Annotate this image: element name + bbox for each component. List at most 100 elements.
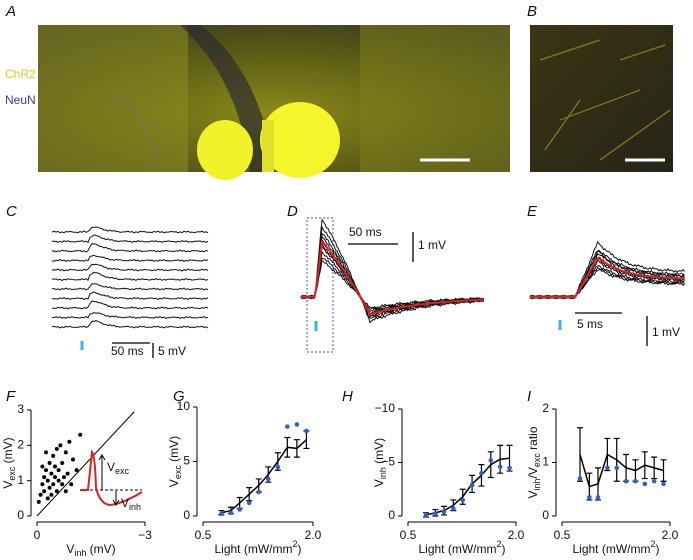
label-part: inh bbox=[378, 467, 388, 479]
point bbox=[49, 492, 54, 497]
trace bbox=[51, 226, 209, 234]
mean-line bbox=[425, 457, 510, 516]
y-tick-label: 0 bbox=[183, 508, 190, 522]
point bbox=[44, 450, 48, 455]
point bbox=[633, 478, 638, 484]
axis-label: Vexc (mV) bbox=[1, 437, 17, 488]
y-tick-label: 0 bbox=[542, 508, 549, 522]
panel-letter: C bbox=[6, 203, 17, 220]
label-part: V bbox=[66, 542, 74, 556]
point bbox=[451, 506, 456, 511]
y-tick-label: 0 bbox=[17, 508, 24, 522]
label-part: Light (mW/mm bbox=[418, 542, 496, 556]
micrograph-a bbox=[38, 25, 510, 180]
point bbox=[58, 443, 63, 448]
point bbox=[237, 507, 242, 512]
micrograph-b bbox=[530, 25, 673, 172]
label-part: V bbox=[167, 479, 181, 487]
point bbox=[460, 497, 466, 503]
mean-line bbox=[221, 439, 307, 514]
panel-letter: B bbox=[527, 3, 537, 20]
label-part: exc bbox=[7, 466, 17, 481]
scale-bars bbox=[112, 232, 648, 358]
point bbox=[507, 465, 512, 471]
trace bbox=[51, 254, 209, 263]
scale-label: 50 ms bbox=[349, 225, 382, 239]
y-tick-label: 10 bbox=[177, 399, 191, 413]
trace bbox=[529, 253, 685, 300]
point bbox=[256, 489, 262, 495]
inset-arrow bbox=[112, 491, 120, 506]
axis-label: Vinh (mV) bbox=[372, 438, 388, 487]
label-part: ) bbox=[502, 542, 506, 556]
panel-letter: H bbox=[342, 388, 353, 405]
point bbox=[294, 422, 300, 427]
label-part: 2 bbox=[292, 539, 297, 549]
point bbox=[285, 424, 290, 429]
scale-label: 1 mV bbox=[652, 325, 680, 339]
point bbox=[219, 511, 224, 517]
point bbox=[65, 471, 70, 476]
point bbox=[56, 468, 61, 473]
point bbox=[265, 476, 271, 482]
point bbox=[54, 489, 59, 494]
image-label: ChR2 bbox=[5, 67, 36, 81]
label-part: (mV) bbox=[1, 437, 15, 466]
error-bar bbox=[246, 487, 253, 502]
point bbox=[497, 464, 503, 470]
trace bbox=[51, 311, 209, 319]
point bbox=[587, 494, 592, 500]
y-tick-label: 5 bbox=[183, 454, 190, 468]
point bbox=[469, 482, 475, 488]
error-bar bbox=[293, 439, 300, 458]
point bbox=[45, 496, 50, 501]
label-part: 2 bbox=[496, 539, 501, 549]
trace bbox=[529, 266, 685, 300]
point bbox=[36, 499, 41, 504]
y-tick-label: 2 bbox=[17, 438, 24, 452]
panel-letter: I bbox=[527, 388, 531, 405]
point bbox=[54, 446, 59, 451]
point bbox=[488, 458, 494, 463]
point bbox=[42, 489, 47, 494]
y-tick-label: 1 bbox=[17, 473, 24, 487]
axis-label: Light (mW/mm2) bbox=[214, 539, 301, 556]
point bbox=[623, 478, 629, 484]
point bbox=[74, 468, 79, 473]
traces bbox=[51, 218, 685, 329]
trace bbox=[300, 225, 485, 319]
label-part: ratio bbox=[526, 426, 540, 453]
error-bar bbox=[284, 436, 291, 458]
error-bar bbox=[641, 451, 648, 480]
x-tick-label: 2.0 bbox=[662, 528, 679, 542]
point bbox=[642, 481, 648, 487]
y-tick-label: 2 bbox=[542, 401, 549, 415]
label-part: /V bbox=[526, 467, 540, 478]
trace bbox=[51, 291, 209, 301]
point bbox=[78, 432, 83, 437]
label-part: (mV) bbox=[167, 436, 181, 465]
point bbox=[423, 513, 429, 518]
point bbox=[441, 509, 447, 515]
label-part: inh bbox=[129, 502, 141, 512]
point bbox=[479, 470, 484, 476]
point bbox=[71, 457, 75, 462]
trace bbox=[51, 234, 209, 244]
axis-label: Light (mW/mm2) bbox=[572, 539, 659, 556]
y-tick-label: −5 bbox=[381, 455, 395, 469]
label-part: (mV) bbox=[86, 542, 115, 556]
label-part: V bbox=[1, 481, 15, 489]
point bbox=[228, 510, 234, 516]
label-part: V bbox=[121, 496, 129, 510]
label-part: exc bbox=[115, 466, 130, 476]
panel-letter: F bbox=[6, 388, 16, 405]
point bbox=[577, 476, 583, 481]
point bbox=[53, 464, 57, 469]
y-tick-label: 0 bbox=[388, 508, 395, 522]
error-bar bbox=[595, 467, 601, 501]
label-part: Light (mW/mm bbox=[572, 542, 650, 556]
error-bar bbox=[236, 496, 243, 509]
axis-label: Light (mW/mm2) bbox=[418, 539, 505, 556]
